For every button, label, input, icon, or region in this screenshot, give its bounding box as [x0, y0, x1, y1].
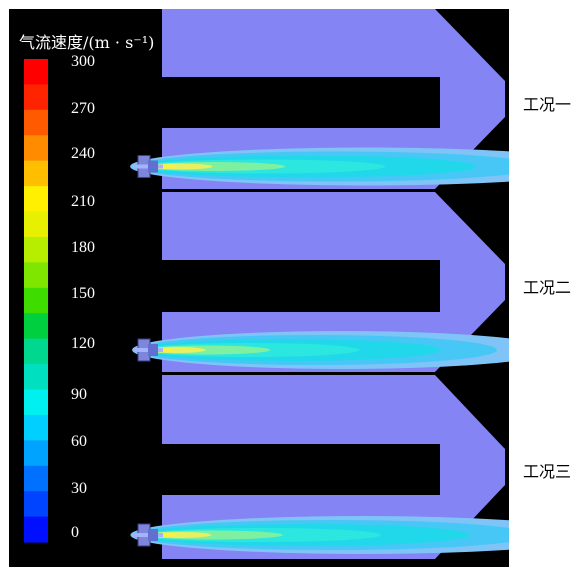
legend-color-segment: [24, 389, 48, 416]
legend-tick-label: 150: [71, 285, 95, 302]
legend-color-segment: [24, 465, 48, 492]
legend-color-segment: [24, 236, 48, 263]
legend-color-segment: [24, 491, 48, 518]
legend-tick-label: 270: [71, 100, 95, 117]
legend-color-segment: [24, 59, 48, 86]
burner-throat: [148, 160, 158, 173]
legend-title: 气流速度/(m · s⁻¹): [19, 33, 155, 52]
legend-color-segment: [24, 160, 48, 187]
legend-tick-label: 0: [71, 524, 79, 541]
legend-color-segment: [24, 364, 48, 391]
legend-tick-label: 30: [71, 480, 87, 497]
legend-color-segment: [24, 135, 48, 162]
legend-color-segment: [24, 313, 48, 340]
legend-color-segment: [24, 516, 48, 543]
legend-color-segment: [24, 338, 48, 365]
legend-tick-label: 240: [71, 145, 95, 162]
legend-tick-label: 210: [71, 193, 95, 210]
legend-tick-label: 60: [71, 433, 87, 450]
legend-tick-label: 120: [71, 335, 95, 352]
legend-color-segment: [24, 84, 48, 111]
legend-tick-label: 180: [71, 239, 95, 256]
case-label-3: 工况三: [523, 462, 572, 481]
legend-color-segment: [24, 414, 48, 441]
legend-color-segment: [24, 186, 48, 213]
legend-tick-label: 300: [71, 53, 95, 70]
legend-tick-label: 90: [71, 386, 87, 403]
burner-throat: [148, 344, 158, 356]
burner-throat: [148, 529, 158, 541]
legend-color-segment: [24, 262, 48, 289]
partition-slot: [162, 444, 440, 495]
legend-color-segment: [24, 440, 48, 467]
legend-color-segment: [24, 287, 48, 314]
legend-color-segment: [24, 211, 48, 238]
simulation-figure: 气流速度/(m · s⁻¹) 300 270 240 210 180 150 120 90 60…: [9, 9, 509, 567]
legend-color-segment: [24, 109, 48, 136]
flow-field-panels: [24, 9, 509, 559]
case-label-1: 工况一: [523, 95, 572, 114]
partition-slot: [162, 260, 440, 312]
case-label-2: 工况二: [523, 278, 572, 297]
partition-slot: [162, 77, 440, 128]
